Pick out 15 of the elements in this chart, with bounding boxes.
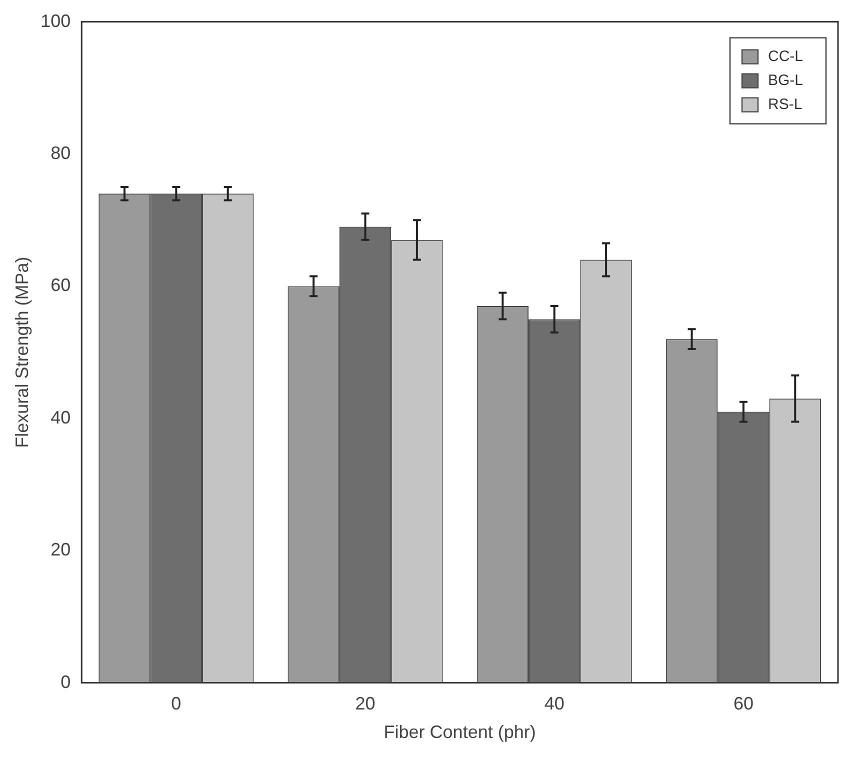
y-tick-label: 100	[40, 10, 71, 31]
x-tick-label: 20	[355, 694, 376, 714]
y-tick-label: 20	[50, 540, 71, 560]
y-tick-label: 60	[50, 275, 71, 296]
legend-label: BG-L	[768, 72, 804, 89]
x-axis-title: Fiber Content (phr)	[384, 722, 536, 742]
x-tick-label: 0	[171, 694, 182, 714]
y-axis-title: Flexural Strength (MPa)	[12, 256, 32, 448]
legend-label: CC-L	[768, 48, 804, 65]
x-tick-label: 60	[733, 694, 754, 714]
y-tick-label: 40	[50, 407, 71, 428]
y-tick-label: 0	[60, 672, 71, 692]
y-tick-label: 80	[50, 142, 71, 163]
x-tick-label: 40	[544, 694, 564, 714]
legend-label: RS-L	[768, 96, 802, 113]
